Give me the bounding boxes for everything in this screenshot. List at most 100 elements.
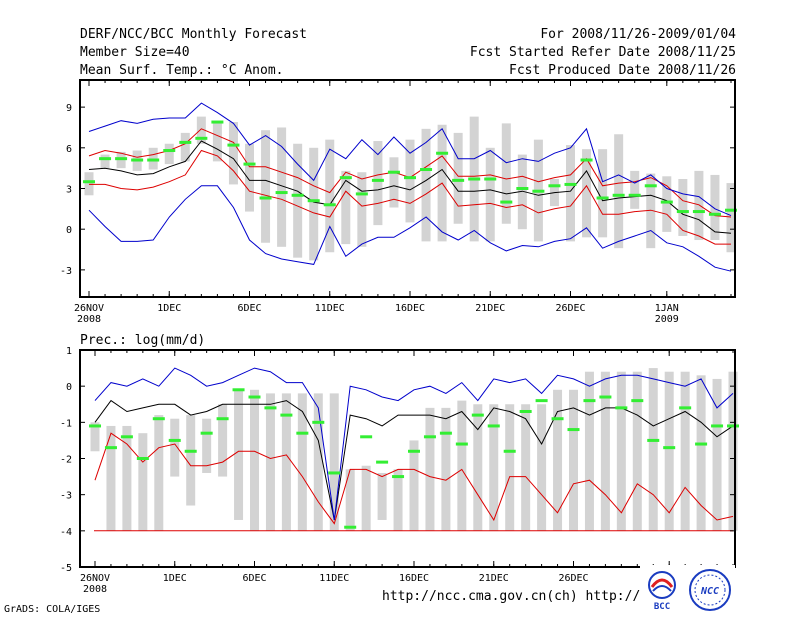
- spread-box: [281, 393, 291, 531]
- spread-box: [377, 472, 387, 520]
- x-tick-label: 21DEC: [479, 573, 509, 584]
- spread-box: [453, 132, 463, 224]
- spread-box: [517, 154, 527, 230]
- y-tick-label: 1: [66, 346, 72, 357]
- spread-box: [726, 183, 736, 253]
- spread-box: [122, 425, 132, 531]
- spread-box: [521, 404, 531, 531]
- spread-box: [457, 400, 467, 531]
- median-mark: [227, 143, 240, 147]
- median-mark: [519, 409, 532, 413]
- spread-box: [393, 469, 403, 531]
- median-mark: [725, 208, 737, 212]
- median-mark: [323, 203, 336, 207]
- median-mark: [727, 424, 739, 428]
- x-tick-label: 16DEC: [395, 303, 425, 314]
- y-tick-label: 3: [66, 185, 72, 196]
- spread-box: [84, 172, 94, 196]
- median-mark: [115, 157, 128, 161]
- median-mark: [532, 189, 545, 193]
- spread-box: [598, 149, 608, 238]
- median-mark: [216, 417, 229, 421]
- median-mark: [439, 431, 452, 435]
- spread-box: [680, 371, 690, 531]
- median-mark: [564, 182, 577, 186]
- median-mark: [184, 449, 197, 453]
- spread-box: [501, 123, 511, 224]
- median-mark: [420, 168, 433, 172]
- median-mark: [711, 424, 724, 428]
- spread-box: [425, 407, 435, 531]
- median-mark: [232, 388, 245, 392]
- median-mark: [583, 399, 596, 403]
- series-lower-line: [89, 149, 731, 245]
- spread-box: [664, 371, 674, 531]
- x-tick-label: 1DEC: [163, 573, 187, 584]
- logos: BCC NCC: [640, 565, 735, 615]
- median-mark: [152, 417, 165, 421]
- median-mark: [679, 406, 692, 410]
- median-mark: [387, 170, 400, 174]
- series-min-line: [88, 185, 732, 272]
- median-mark: [104, 446, 117, 450]
- median-mark: [596, 196, 609, 200]
- median-mark: [516, 187, 529, 190]
- spread-box: [616, 371, 626, 531]
- spread-box: [345, 469, 355, 531]
- spread-box: [473, 404, 483, 531]
- median-mark: [660, 200, 673, 204]
- spread-box: [646, 173, 656, 249]
- x-tick-label: 1JAN: [655, 303, 679, 314]
- ncc-logo-icon: NCC: [689, 569, 731, 611]
- median-mark: [471, 413, 484, 417]
- spread-box: [373, 141, 383, 226]
- x-tick-label: 26DEC: [558, 573, 588, 584]
- median-mark: [89, 424, 101, 428]
- chart-title: DERF/NCC/BCC Monthly Forecast: [80, 27, 307, 42]
- spread-box: [632, 371, 642, 531]
- median-mark: [371, 178, 384, 182]
- median-mark: [195, 136, 208, 140]
- median-mark: [580, 158, 593, 162]
- y-tick-label: -3: [60, 491, 72, 502]
- bcc-logo-text: BCC: [654, 602, 670, 612]
- ncc-logo-text: NCC: [700, 586, 719, 597]
- median-mark: [339, 176, 352, 180]
- spread-box: [694, 170, 704, 241]
- median-mark: [99, 157, 112, 161]
- median-mark: [599, 395, 612, 399]
- x-tick-label: 16DEC: [399, 573, 429, 584]
- forecast-period: For 2008/11/26-2009/01/04: [540, 27, 736, 42]
- spread-box: [100, 154, 110, 169]
- spread-box: [325, 139, 335, 253]
- median-mark: [296, 431, 309, 435]
- median-mark: [275, 191, 288, 195]
- spread-box: [389, 157, 399, 208]
- median-mark: [200, 431, 213, 435]
- median-mark: [692, 210, 705, 214]
- median-mark: [452, 178, 465, 182]
- spread-box: [329, 393, 339, 531]
- median-mark: [376, 460, 389, 464]
- spread-box: [696, 375, 706, 531]
- x-tick-label: 11DEC: [319, 573, 349, 584]
- spread-box: [228, 122, 238, 185]
- median-mark: [676, 210, 689, 214]
- median-mark: [551, 417, 564, 421]
- spread-box: [441, 407, 451, 531]
- bcc-logo-icon: BCC: [648, 571, 676, 612]
- spread-box: [265, 393, 275, 531]
- x-tick-label: 1DEC: [157, 303, 181, 314]
- series-max-line: [94, 367, 734, 521]
- footer-url[interactable]: http://ncc.cma.gov.cn(ch) http://bcc.c: [382, 589, 680, 604]
- spread-box: [250, 389, 259, 531]
- y-tick-label: -5: [60, 563, 72, 574]
- median-mark: [259, 196, 272, 200]
- spread-box: [186, 415, 196, 506]
- spread-box: [309, 147, 319, 261]
- spread-box: [357, 172, 367, 247]
- member-size: Member Size=40: [80, 45, 190, 60]
- median-mark: [120, 435, 133, 439]
